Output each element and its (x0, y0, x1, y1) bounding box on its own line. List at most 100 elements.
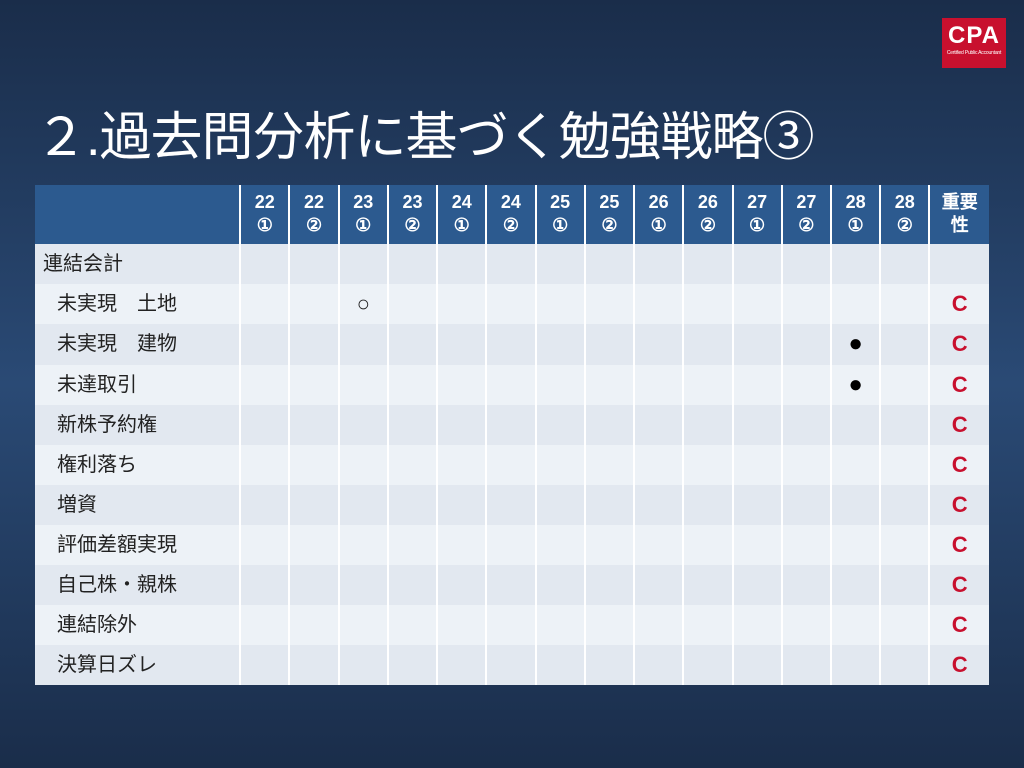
mark-cell (831, 405, 880, 445)
mark-cell (240, 565, 289, 605)
mark-cell (486, 324, 535, 365)
header-col: 25② (585, 185, 634, 244)
row-label: 未達取引 (35, 365, 240, 406)
mark-cell (585, 365, 634, 406)
mark-cell (782, 565, 831, 605)
mark-cell (683, 284, 732, 324)
mark-cell (388, 405, 437, 445)
table-row: 未実現 土地○C (35, 284, 989, 324)
mark-cell (536, 324, 585, 365)
mark-cell (486, 645, 535, 685)
mark-cell (683, 324, 732, 365)
mark-cell (339, 244, 388, 284)
mark-cell (339, 605, 388, 645)
row-label: 未実現 建物 (35, 324, 240, 365)
mark-cell (339, 485, 388, 525)
mark-cell (831, 565, 880, 605)
mark-cell (388, 645, 437, 685)
mark-cell (289, 525, 338, 565)
mark-cell (388, 284, 437, 324)
mark-cell (289, 445, 338, 485)
mark-cell (388, 445, 437, 485)
mark-cell (634, 284, 683, 324)
importance-cell: C (929, 284, 989, 324)
mark-cell (782, 645, 831, 685)
header-col: 24① (437, 185, 486, 244)
mark-cell (536, 645, 585, 685)
mark-cell (339, 565, 388, 605)
mark-cell: ● (831, 324, 880, 365)
mark-cell (733, 244, 782, 284)
mark-cell (733, 485, 782, 525)
mark-cell (831, 284, 880, 324)
mark-cell (634, 485, 683, 525)
mark-cell (388, 605, 437, 645)
table-row: 連結除外C (35, 605, 989, 645)
mark-cell (388, 324, 437, 365)
mark-cell (782, 485, 831, 525)
mark-cell (536, 605, 585, 645)
mark-cell (486, 244, 535, 284)
mark-cell (240, 365, 289, 406)
mark-cell (683, 565, 732, 605)
importance-cell (929, 244, 989, 284)
mark-cell (437, 284, 486, 324)
logo-main-text: CPA (942, 24, 1006, 48)
mark-cell (289, 244, 338, 284)
mark-cell (289, 565, 338, 605)
mark-cell (683, 605, 732, 645)
mark-cell (831, 445, 880, 485)
mark-cell (289, 405, 338, 445)
mark-cell (683, 485, 732, 525)
mark-cell (240, 324, 289, 365)
mark-cell (683, 445, 732, 485)
mark-cell (437, 485, 486, 525)
mark-cell (880, 284, 929, 324)
mark-cell (585, 284, 634, 324)
mark-cell (782, 324, 831, 365)
mark-cell (634, 565, 683, 605)
header-importance: 重要性 (929, 185, 989, 244)
table-body: 連結会計未実現 土地○C未実現 建物●C未達取引●C新株予約権C権利落ちC増資C… (35, 244, 989, 686)
mark-cell (339, 445, 388, 485)
mark-cell (634, 605, 683, 645)
mark-cell (388, 485, 437, 525)
table-row: 未達取引●C (35, 365, 989, 406)
mark-cell (880, 485, 929, 525)
header-col: 22① (240, 185, 289, 244)
mark-cell (339, 525, 388, 565)
mark-cell (880, 365, 929, 406)
mark-cell (683, 405, 732, 445)
mark-cell (536, 445, 585, 485)
mark-cell (339, 324, 388, 365)
mark-cell (782, 405, 831, 445)
mark-cell (289, 324, 338, 365)
header-col: 28① (831, 185, 880, 244)
importance-cell: C (929, 485, 989, 525)
mark-cell (536, 284, 585, 324)
mark-cell (240, 525, 289, 565)
header-col: 22② (289, 185, 338, 244)
table-row: 連結会計 (35, 244, 989, 284)
importance-cell: C (929, 565, 989, 605)
mark-cell (388, 525, 437, 565)
row-label: 決算日ズレ (35, 645, 240, 685)
mark-cell (339, 365, 388, 406)
mark-cell (880, 244, 929, 284)
table-row: 未実現 建物●C (35, 324, 989, 365)
mark-cell (437, 365, 486, 406)
mark-cell (683, 365, 732, 406)
mark-cell (486, 525, 535, 565)
mark-cell (437, 405, 486, 445)
mark-cell (733, 324, 782, 365)
mark-cell (437, 244, 486, 284)
mark-cell (585, 605, 634, 645)
importance-cell: C (929, 365, 989, 406)
mark-cell (831, 645, 880, 685)
mark-cell (437, 324, 486, 365)
table-row: 新株予約権C (35, 405, 989, 445)
mark-cell (486, 565, 535, 605)
mark-cell: ○ (339, 284, 388, 324)
mark-cell (634, 405, 683, 445)
mark-cell (240, 244, 289, 284)
